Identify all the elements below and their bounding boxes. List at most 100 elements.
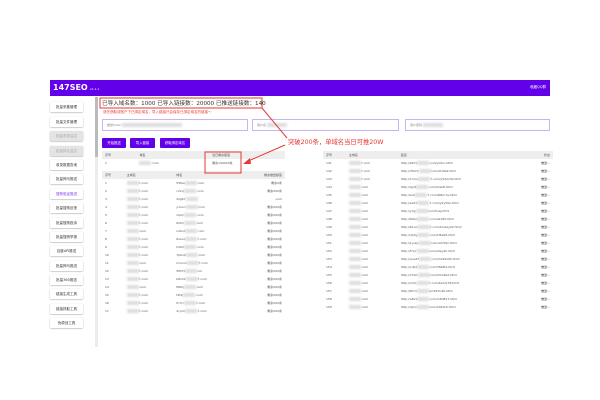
cell-text: .com (197, 229, 205, 233)
table-row: 153 .com http://qua47 com/3x92z9h.html 推送... (323, 255, 553, 263)
sidebar-item[interactable]: 链接抓取工具 (50, 303, 83, 314)
table-row: 4 7.com y1nxn .com 剩余200条 (102, 203, 285, 211)
cell-text: 152 (326, 249, 332, 253)
cell-text: 推送... (541, 233, 550, 237)
sidebar-item[interactable]: 批量搜狗举报 (50, 231, 83, 242)
cell-text: .com (360, 297, 369, 301)
cell-text: 7.com (138, 293, 149, 297)
table-row: 5 7.com r0pm .com 剩余200条 (102, 211, 285, 219)
cell-text: 146 (326, 201, 332, 205)
cell-text: .com (197, 205, 205, 209)
cell-text: 12 (105, 269, 109, 273)
cell-text: 推送... (541, 169, 550, 173)
cell-text: 推送... (541, 249, 550, 253)
table-row: 2 7.com rv5rq .com 剩余200条 (102, 187, 285, 195)
cell-text: 55faa (176, 181, 185, 185)
cell-text: 8 (105, 237, 107, 241)
sidebar-item[interactable]: 批量360推送 (50, 275, 83, 286)
token-input[interactable]: 推送token (102, 119, 248, 131)
table-row: 156 .com http://m3o 7.com/ba7dr36.html 推送... (323, 279, 553, 287)
cell-text: .com (360, 209, 369, 213)
cell-text: 7.com (197, 309, 207, 313)
cell-text: .com (195, 221, 204, 225)
table-row: 15 7.com t2t2j .com 剩余200条 (102, 291, 285, 299)
username-input[interactable]: 用户名 (252, 119, 399, 131)
cell-text: 1 (105, 161, 107, 165)
cell-text: 4 (105, 205, 107, 209)
cell-text: com/3x92z9h.html (431, 257, 460, 261)
cell-text: 148 (326, 217, 332, 221)
column-header: 序号 (105, 173, 112, 177)
cell-text: 推送... (541, 289, 550, 293)
scrollbar-thumb[interactable] (95, 97, 98, 157)
cell-text: 154 (326, 265, 332, 269)
cell-text: .com (360, 281, 369, 285)
cell-text: 推送... (541, 161, 550, 165)
table-row: 141 7.com http://9b7z com/yz0rn.html 推送... (323, 159, 553, 167)
cell-text: http://dp5y (400, 233, 418, 237)
quota-table: 序号 域名 当日剩余额度 1 .com 剩余199000条 (102, 151, 285, 167)
sidebar-item[interactable]: 批量神马推送 (50, 174, 83, 185)
cell-text: 剩余200条 (267, 253, 282, 257)
sidebar-item[interactable]: 百度API推送 (50, 246, 83, 257)
table-row: 158 .com http://a8v9 com/m6d817.html 推送... (323, 295, 553, 303)
cell-text: 144 (326, 185, 332, 189)
sidebar-item[interactable]: 批量搜狗反馈 (50, 203, 83, 214)
cell-text: http://m3o (400, 281, 417, 285)
password-input[interactable]: 用户密码 (405, 119, 550, 131)
cell-text: 15 (105, 293, 109, 297)
sidebar-item[interactable]: 批量排名监控 (50, 145, 83, 156)
cell-text: 143 (326, 177, 332, 181)
table-row: 150 .com http://dp5y com/1f6a95.html 推送... (323, 231, 553, 239)
cell-text: http://1yuky (400, 241, 419, 245)
cell-text: 7.com (195, 301, 206, 305)
cell-text: com/dhr9z2.html (430, 169, 457, 173)
cell-text: 7.com/y2y59a.html (429, 201, 459, 205)
arrow-line (245, 144, 286, 163)
cell-text: .com (360, 201, 369, 205)
sidebar-item[interactable]: 批量收录监控 (50, 131, 83, 142)
app-header: 147SEO v1.1.1 收藏QQ群 (50, 80, 550, 96)
sidebar-item[interactable]: 收录数据查询 (50, 159, 83, 170)
cell-text: 1 (105, 181, 107, 185)
sidebar-item[interactable]: 伪原创工具 (50, 318, 83, 329)
cell-text: .com (195, 285, 204, 289)
sidebar-item[interactable]: 批量采集管理 (50, 102, 83, 113)
sidebar-item[interactable]: 搜狗验证推送 (50, 188, 83, 199)
cell-text: .com (196, 245, 204, 249)
qq-group-link[interactable]: 收藏QQ群 (529, 85, 546, 89)
cell-text: 10 (105, 253, 109, 257)
cell-text: com/7666t1.html (429, 265, 456, 269)
cell-text: 推送... (541, 273, 550, 277)
cell-text: com/2d6d16.html (428, 305, 456, 309)
scrollbar[interactable] (95, 97, 98, 347)
sidebar-item[interactable]: 批量神马推送 (50, 260, 83, 271)
cell-text: 149 (326, 225, 332, 229)
sidebar-item[interactable]: 批量文件管理 (50, 116, 83, 127)
sidebar-item[interactable]: 链接生成工具 (50, 289, 83, 300)
cell-text: 2zg67 (176, 197, 186, 201)
table-row: 154 .com http://cdp2 com/7666t1.html 推送... (323, 263, 553, 271)
link-table: 序号 主域名 链接 状态 141 7.com http://9b7z com/yz0rn.ht… (323, 151, 553, 311)
cell-text: kd6rt (176, 245, 185, 249)
table-row: 9 7.com kd6rt .com 剩余200条 (102, 243, 285, 251)
table-header: 序号 域名 当日剩余额度 (102, 151, 285, 159)
cell-text: http://a8v9 (400, 297, 418, 301)
cell-text: 16 (105, 301, 109, 305)
cell-text: .com (360, 233, 369, 237)
sidebar: 批量采集管理 批量文件管理 批量收录监控 批量排名监控 收录数据查询 批量神马推送 搜狗验证… (50, 98, 94, 329)
import-links-button[interactable]: 导入链接 (130, 138, 155, 148)
table-header: 序号 主域名 域名 剩余推送额度 (102, 171, 285, 179)
table-row: 16 7.com fn7rc 7.com 剩余200条 (102, 299, 285, 307)
cell-text: .com (360, 225, 369, 229)
cell-text: f66kj (176, 285, 184, 289)
cell-text: http://qua47 (400, 257, 420, 261)
arrow-head-icon (243, 158, 251, 164)
get-domains-button[interactable]: 获取绑定域名 (160, 138, 190, 148)
start-push-button[interactable]: 开始推送 (102, 138, 126, 148)
table-row: 144 .com http://lgd4 com/hhsz8.html 推送... (323, 183, 553, 191)
table-row: 17 7.com 4cjmc 7.com 剩余200条 (102, 307, 285, 315)
cell-text: com/1f6a95.html (429, 233, 456, 237)
sidebar-item[interactable]: 批量搜狗投诉 (50, 217, 83, 228)
table-row: 148 .com http://8aho com/a2x65.html 推送... (323, 215, 553, 223)
